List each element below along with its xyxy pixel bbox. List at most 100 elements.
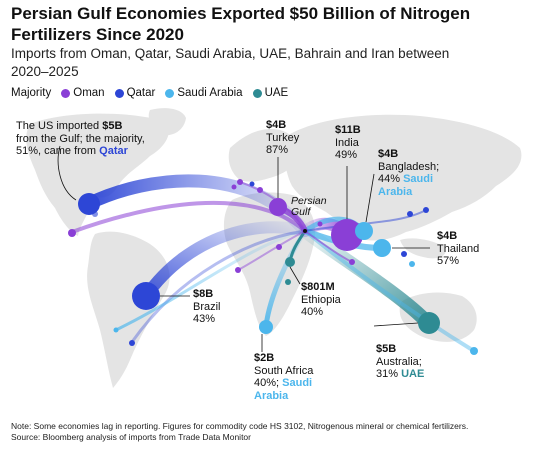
chart-title: Persian Gulf Economies Exported $50 Bill… <box>11 4 471 44</box>
label-brazil: $8B Brazil 43% <box>193 288 221 326</box>
flow-arc-brazil <box>140 221 311 302</box>
australia-name: Australia; <box>376 355 422 368</box>
label-united-states: The US imported $5B from the Gulf; the m… <box>16 120 166 158</box>
legend-label-uae: UAE <box>264 87 289 99</box>
label-south-africa: $2B South Africa 40%; Saudi Arabia <box>254 352 334 402</box>
us-annotation-line1: The US imported $5B <box>16 120 122 132</box>
marker-chile <box>113 327 119 333</box>
legend-item-uae: UAE <box>252 87 289 99</box>
india-value: $11B <box>335 124 361 136</box>
bubble-south-africa <box>259 320 273 334</box>
us-annotation-text: The US imported <box>16 120 103 132</box>
legend-swatch-qatar <box>114 88 124 98</box>
legend-item-qatar: Qatar <box>114 87 156 99</box>
footnote: Note: Some economies lag in reporting. F… <box>11 421 526 442</box>
label-ethiopia: $801M Ethiopia 40% <box>301 281 341 319</box>
world-land <box>26 108 522 388</box>
greenland-land <box>148 108 186 136</box>
europe-land <box>228 128 299 182</box>
flow-arc-brazil-secondary <box>130 229 307 344</box>
legend: Majority Oman Qatar Saudi Arabia UAE <box>11 87 288 99</box>
bangladesh-value: $4B <box>378 148 399 160</box>
legend-swatch-uae <box>252 88 262 98</box>
legend-swatch-oman <box>61 88 71 98</box>
australia-value: $5B <box>376 343 397 355</box>
bangladesh-share: 44% Saudi Arabia <box>378 173 450 198</box>
south-africa-share: 40%; Saudi Arabia <box>254 377 334 402</box>
marker-europe-2 <box>257 187 263 193</box>
thailand-pct: 57% <box>437 255 460 267</box>
south-africa-pct: 40%; <box>254 377 280 389</box>
bubble-india <box>331 219 363 251</box>
flow-arc-africa-west <box>237 230 306 271</box>
marker-argentina <box>129 340 135 346</box>
ethiopia-value: $801M <box>301 281 335 293</box>
bangladesh-name: Bangladesh; <box>378 160 440 173</box>
label-turkey: $4B Turkey 87% <box>266 119 299 157</box>
label-australia: $5B Australia; 31% UAE <box>376 343 424 381</box>
legend-swatch-saudi-arabia <box>165 88 175 98</box>
south-africa-source: Saudi Arabia <box>254 377 313 402</box>
note-text: Note: Some economies lag in reporting. F… <box>11 421 469 431</box>
label-thailand: $4B Thailand 57% <box>437 230 479 268</box>
marker-nz <box>470 347 478 355</box>
label-bangladesh: $4B Bangladesh; 44% Saudi Arabia <box>378 148 450 198</box>
bubble-us <box>78 193 100 215</box>
us-annotation-share: 51%, came from <box>16 145 100 157</box>
marker-europe-4 <box>231 184 237 190</box>
marker-indonesia <box>409 261 415 267</box>
bubble-bangladesh <box>355 222 373 240</box>
bubble-turkey <box>269 198 287 216</box>
leader-australia <box>373 322 419 327</box>
south-africa-name: South Africa <box>254 364 314 377</box>
leader-lines <box>57 145 430 352</box>
us-annotation-line2: from the Gulf; the majority, <box>16 132 145 145</box>
ethiopia-pct: 40% <box>301 306 324 318</box>
flow-arc-east-asia <box>304 209 427 232</box>
bubble-australia <box>418 312 440 334</box>
marker-pakistan <box>317 221 323 227</box>
india-pct: 49% <box>335 149 358 161</box>
bangladesh-pct: 44% <box>378 173 401 185</box>
brazil-value: $8B <box>193 288 214 300</box>
marker-europe-3 <box>249 181 255 187</box>
bubble-thailand <box>373 239 391 257</box>
brazil-name: Brazil <box>193 300 221 313</box>
destination-bubbles <box>78 193 440 334</box>
marker-egypt <box>276 244 282 250</box>
leader-bangladesh <box>365 173 375 223</box>
flow-arc-us-secondary <box>70 200 307 234</box>
flow-map <box>26 108 522 388</box>
marker-canada <box>68 229 76 237</box>
origin-label: Persian Gulf <box>291 195 327 218</box>
flow-arcs <box>70 174 476 353</box>
us-annotation-source: Qatar <box>99 145 128 157</box>
brazil-pct: 43% <box>193 313 216 325</box>
asia-land <box>284 114 522 241</box>
south-africa-value: $2B <box>254 352 275 364</box>
india-name: India <box>335 136 359 149</box>
turkey-value: $4B <box>266 119 287 131</box>
us-annotation-line3: 51%, came from Qatar <box>16 145 128 157</box>
source-text: Source: Bloomberg analysis of imports fr… <box>11 431 251 442</box>
flow-arc-latam <box>114 229 307 332</box>
marker-vietnam <box>401 251 407 257</box>
marker-china <box>423 207 429 213</box>
label-india: $11B India 49% <box>335 124 361 162</box>
marker-sri-lanka <box>349 259 355 265</box>
flow-arc-nz <box>303 229 476 353</box>
marker-west-africa <box>235 267 241 273</box>
thailand-name: Thailand <box>437 242 480 255</box>
marker-europe-1 <box>237 179 243 185</box>
legend-item-oman: Oman <box>61 87 105 99</box>
legend-heading: Majority <box>11 87 52 99</box>
legend-label-qatar: Qatar <box>126 87 156 99</box>
legend-label-oman: Oman <box>73 87 105 99</box>
legend-label-saudi-arabia: Saudi Arabia <box>177 87 243 99</box>
chart-subtitle: Imports from Oman, Qatar, Saudi Arabia, … <box>11 46 450 79</box>
leader-us <box>57 145 77 201</box>
turkey-name: Turkey <box>266 131 300 144</box>
north-america-land <box>26 113 169 236</box>
leader-ethiopia <box>289 266 301 285</box>
us-annotation-value: $5B <box>102 120 123 132</box>
